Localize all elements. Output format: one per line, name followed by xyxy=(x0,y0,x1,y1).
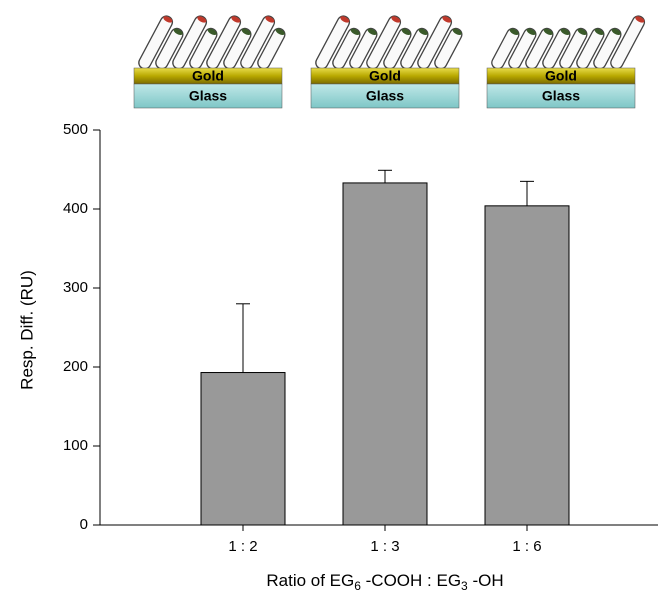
y-tick-label: 0 xyxy=(80,516,88,533)
glass-label: Glass xyxy=(189,88,227,104)
molecule-cap xyxy=(611,28,621,36)
y-tick-label: 400 xyxy=(63,200,88,217)
x-tick-label: 1 : 6 xyxy=(512,538,541,555)
bar xyxy=(484,205,570,526)
x-axis-title: Ratio of EG6 -COOH : EG3 -OH xyxy=(266,571,503,593)
molecule-cap xyxy=(594,28,604,36)
molecule xyxy=(610,15,646,70)
bar xyxy=(200,372,286,526)
substrate-illustration: Gold Glass xyxy=(133,15,286,109)
molecule-cap xyxy=(350,28,360,36)
molecule-cap xyxy=(560,28,570,36)
molecule-cap xyxy=(509,28,519,36)
molecule-cap xyxy=(173,28,183,36)
y-axis-title: Resp. Diff. (RU) xyxy=(17,270,36,390)
molecule-cap xyxy=(207,28,217,36)
molecule-cap xyxy=(418,28,428,36)
x-axis-title-part: Ratio of EG xyxy=(266,571,354,590)
molecule xyxy=(593,27,622,70)
glass-layer xyxy=(486,83,636,109)
molecule-cap xyxy=(401,28,411,36)
glass-label: Glass xyxy=(542,88,580,104)
glass-layer xyxy=(310,83,460,109)
gold-label: Gold xyxy=(369,68,401,84)
molecule-cap xyxy=(265,16,275,23)
y-tick-label: 300 xyxy=(63,279,88,296)
bar xyxy=(342,182,428,526)
y-tick-label: 200 xyxy=(63,358,88,375)
molecule-cap xyxy=(367,28,377,36)
molecule-cap xyxy=(340,16,350,23)
x-axis-title-subscript: 3 xyxy=(461,579,468,593)
x-tick-label: 1 : 2 xyxy=(228,538,257,555)
x-tick-label: 1 : 3 xyxy=(370,538,399,555)
molecule-cap xyxy=(275,28,285,36)
gold-label: Gold xyxy=(192,68,224,84)
molecule-cap xyxy=(543,28,553,36)
molecule-cap xyxy=(391,16,401,23)
y-tick-label: 100 xyxy=(63,437,88,454)
molecule-cap xyxy=(197,16,207,23)
molecule-cap xyxy=(635,16,645,23)
molecule-cap xyxy=(241,28,251,36)
glass-layer xyxy=(133,83,283,109)
gold-label: Gold xyxy=(545,68,577,84)
substrate-illustration: Gold Glass xyxy=(310,15,463,109)
y-tick-label: 500 xyxy=(63,121,88,138)
molecule-cap xyxy=(526,28,536,36)
molecule-cap xyxy=(163,16,173,23)
molecule-cap xyxy=(231,16,241,23)
glass-label: Glass xyxy=(366,88,404,104)
x-axis-title-subscript: 6 xyxy=(354,579,361,593)
x-axis-title-part: -OH xyxy=(468,571,504,590)
molecule-cap xyxy=(442,16,452,23)
x-axis-title-part: -COOH : EG xyxy=(361,571,461,590)
substrate-illustration: Gold Glass xyxy=(486,15,646,109)
molecule-cap xyxy=(452,28,462,36)
molecule-cap xyxy=(577,28,587,36)
